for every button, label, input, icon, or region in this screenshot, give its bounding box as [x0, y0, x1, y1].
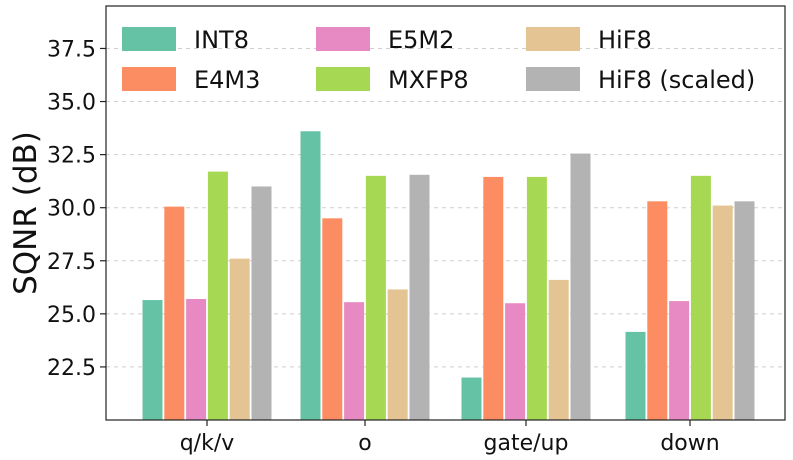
legend-label: INT8	[194, 26, 249, 54]
y-tick-label: 35.0	[47, 91, 96, 116]
x-tick-label: down	[660, 431, 719, 456]
axes-layer: 22.5 25.0 27.5 30.0 32.5 35.0 37.5 q/k/v o gate/u…	[47, 5, 786, 456]
legend-swatch	[122, 27, 176, 51]
x-tick-label: o	[358, 431, 371, 456]
legend-label: E4M3	[194, 66, 260, 94]
bar	[409, 174, 430, 420]
legend-swatch	[526, 67, 580, 91]
bar	[322, 218, 343, 420]
bar	[570, 153, 591, 421]
bar	[344, 302, 365, 420]
y-tick-label: 32.5	[47, 144, 96, 169]
bar	[142, 300, 163, 420]
bar	[526, 176, 547, 420]
bar	[669, 301, 690, 420]
y-tick-label: 25.0	[47, 303, 96, 328]
plot-frame	[105, 5, 786, 421]
bar	[690, 175, 711, 420]
x-tick-label: gate/up	[484, 431, 569, 456]
legend-swatch	[526, 27, 580, 51]
bar	[229, 258, 250, 420]
bar	[712, 205, 733, 420]
y-tick-label: 30.0	[47, 197, 96, 222]
bar	[186, 298, 207, 420]
y-tick-label: 27.5	[47, 250, 96, 275]
x-tick-label: q/k/v	[180, 431, 235, 456]
bar	[251, 186, 272, 420]
bar	[505, 303, 526, 420]
legend-swatch	[316, 67, 370, 91]
bar	[548, 279, 569, 420]
legend-label: E5M2	[388, 26, 454, 54]
bar	[734, 201, 755, 420]
bar	[387, 289, 408, 420]
bar	[300, 131, 321, 420]
legend-swatch	[316, 27, 370, 51]
legend-label: HiF8	[598, 26, 652, 54]
bar	[647, 201, 668, 420]
y-tick-label: 22.5	[47, 356, 96, 381]
bar	[483, 176, 504, 420]
legend-layer: INT8 E4M3 E5M2 MXFP8 HiF8 HiF8 (scaled)	[122, 26, 755, 94]
bars-layer	[142, 131, 755, 421]
bar	[365, 175, 386, 420]
legend-label: HiF8 (scaled)	[598, 66, 755, 94]
bar	[207, 171, 228, 420]
bar	[625, 331, 646, 420]
bar	[164, 206, 185, 420]
legend-label: MXFP8	[388, 66, 469, 94]
y-axis-label: SQNR (dB)	[8, 131, 44, 295]
y-tick-label: 37.5	[47, 37, 96, 62]
bar	[461, 377, 482, 420]
legend-swatch	[122, 67, 176, 91]
